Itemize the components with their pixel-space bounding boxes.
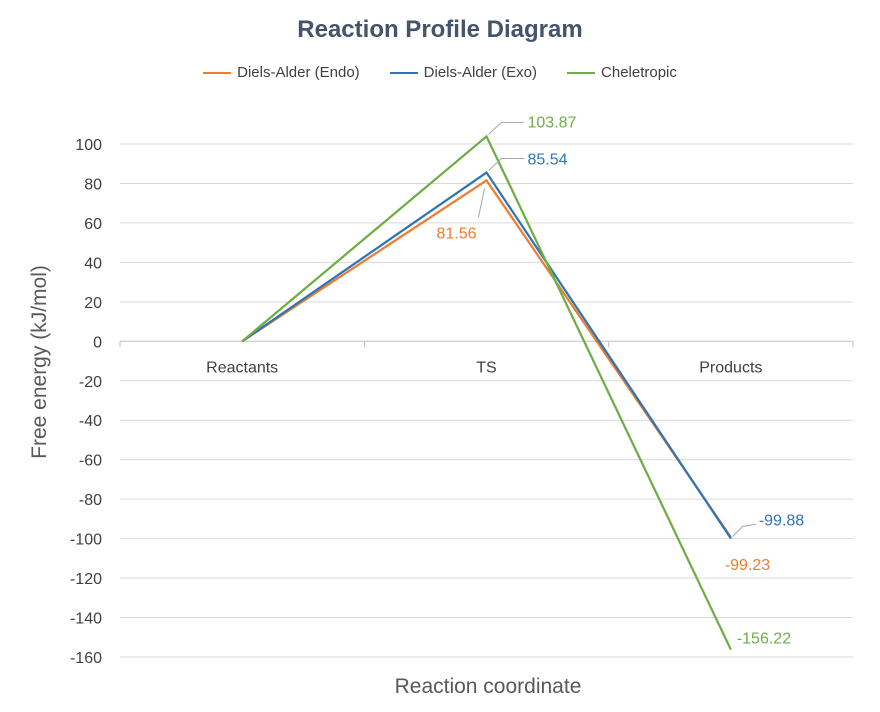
legend-label-cheletropic: Cheletropic xyxy=(601,64,677,81)
data-label: -156.22 xyxy=(737,631,791,648)
data-label: -99.23 xyxy=(725,557,770,574)
series-line-2 xyxy=(241,134,732,651)
data-point xyxy=(486,172,487,174)
x-axis-title: Reaction coordinate xyxy=(395,675,582,698)
y-tick-label: 100 xyxy=(75,137,102,154)
x-category-label: Products xyxy=(699,359,762,376)
y-tick-label: -140 xyxy=(70,611,102,628)
legend-item-endo: Diels-Alder (Endo) xyxy=(203,64,360,81)
data-point xyxy=(241,340,243,342)
y-tick-label: -20 xyxy=(79,374,102,391)
legend: Diels-Alder (Endo) Diels-Alder (Exo) Che… xyxy=(0,64,880,81)
y-tick-label: 20 xyxy=(84,295,102,312)
chart-title: Reaction Profile Diagram xyxy=(297,16,583,43)
legend-label-exo: Diels-Alder (Exo) xyxy=(423,64,538,81)
y-tick-label: -60 xyxy=(79,453,102,470)
data-point xyxy=(486,135,487,137)
legend-swatch-endo xyxy=(203,71,232,74)
y-tick-label: -80 xyxy=(79,492,102,509)
data-point xyxy=(730,649,732,651)
x-category-label: Reactants xyxy=(206,359,278,376)
y-tick-label: -40 xyxy=(79,413,102,430)
y-tick-label: 40 xyxy=(84,255,102,272)
y-tick-label: -160 xyxy=(70,650,102,667)
data-point xyxy=(730,537,732,539)
series-line-1 xyxy=(241,170,732,540)
data-label: 103.87 xyxy=(528,114,577,131)
y-tick-label: 80 xyxy=(84,176,102,193)
legend-item-exo: Diels-Alder (Exo) xyxy=(389,64,538,81)
data-label: -99.88 xyxy=(759,512,804,529)
y-tick-label: 60 xyxy=(84,216,102,233)
y-tick-label: -120 xyxy=(70,571,102,588)
data-label-leader xyxy=(488,158,525,171)
y-axis-title: Free energy (kJ/mol) xyxy=(28,265,51,459)
data-label-leader xyxy=(478,188,485,218)
y-tick-label: -100 xyxy=(70,532,102,549)
data-point xyxy=(486,179,487,181)
y-tick-label: 0 xyxy=(93,334,102,351)
legend-swatch-exo xyxy=(389,71,418,74)
x-category-label: TS xyxy=(476,359,496,376)
legend-swatch-cheletropic xyxy=(567,71,596,74)
data-label-leader xyxy=(732,523,756,537)
data-label: 81.56 xyxy=(436,225,476,242)
data-label-leader xyxy=(488,121,525,135)
legend-label-endo: Diels-Alder (Endo) xyxy=(237,64,360,81)
data-label: 85.54 xyxy=(528,152,568,169)
legend-item-cheletropic: Cheletropic xyxy=(567,64,677,81)
